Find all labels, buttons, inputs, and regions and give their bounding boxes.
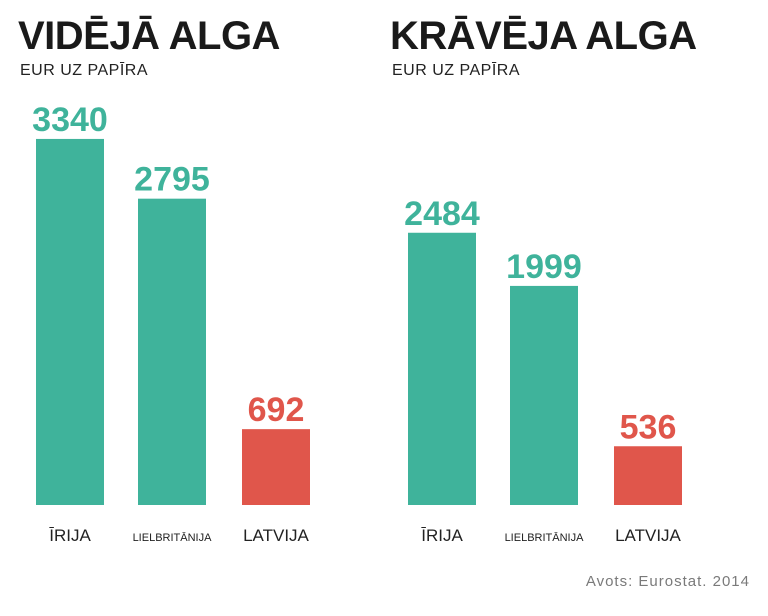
- category-label: LIELBRITĀNIJA: [133, 532, 213, 544]
- chart-subtitle: EUR UZ PAPĪRA: [20, 62, 148, 79]
- value-label: 692: [248, 391, 305, 429]
- bar-chart-loader-salary: 2484 ĪRIJA 1999 LIELBRITĀNIJA 536 LATVIJA: [404, 195, 682, 545]
- bar-lielbritānija: [510, 285, 578, 505]
- bar-lielbritānija: [138, 198, 206, 505]
- category-label: ĪRIJA: [421, 526, 463, 545]
- chart-title: VIDĒJĀ ALGA: [18, 14, 280, 58]
- bar-īrija: [408, 232, 476, 505]
- bar-īrija: [36, 138, 104, 505]
- bar-chart-average-salary: 3340 ĪRIJA 2795 LIELBRITĀNIJA 692 LATVIJA: [32, 101, 310, 545]
- value-label: 2795: [134, 161, 210, 199]
- chart-subtitle: EUR UZ PAPĪRA: [392, 62, 520, 79]
- category-label: LIELBRITĀNIJA: [505, 532, 585, 544]
- chart-panel-average-salary: VIDĒJĀ ALGA EUR UZ PAPĪRA 3340 ĪRIJA 2795 L…: [18, 0, 378, 560]
- category-label: LATVIJA: [615, 526, 681, 545]
- source-note: Avots: Eurostat. 2014: [585, 573, 750, 590]
- bar-latvija: [614, 446, 682, 505]
- value-label: 1999: [506, 248, 582, 286]
- category-label: LATVIJA: [243, 526, 309, 545]
- value-label: 536: [620, 408, 677, 446]
- chart-panel-loader-salary: KRĀVĒJA ALGA EUR UZ PAPĪRA 2484 ĪRIJA 1999…: [390, 0, 750, 560]
- value-label: 2484: [404, 195, 480, 233]
- bar-latvija: [242, 429, 310, 505]
- value-label: 3340: [32, 101, 108, 139]
- chart-title: KRĀVĒJA ALGA: [390, 14, 697, 58]
- category-label: ĪRIJA: [49, 526, 91, 545]
